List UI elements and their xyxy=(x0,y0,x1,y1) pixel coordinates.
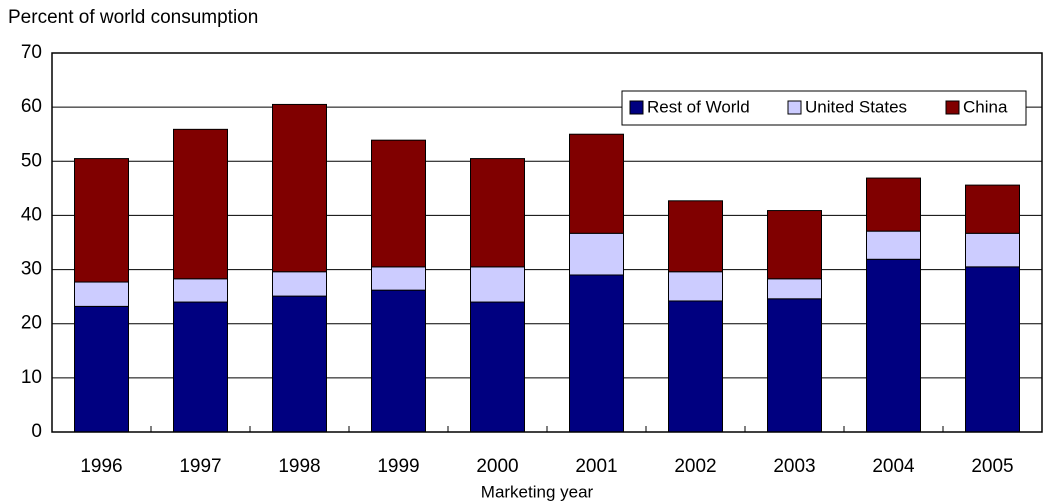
bar-segment xyxy=(272,103,327,273)
chart-title: Percent of world consumption xyxy=(8,7,258,28)
bar-segment xyxy=(371,266,426,291)
bar-segment xyxy=(470,158,525,268)
bar-segment xyxy=(965,266,1020,433)
bar-segment xyxy=(272,271,327,297)
y-tick-label: 0 xyxy=(31,421,42,442)
x-tick-label: 2002 xyxy=(674,456,716,477)
y-tick-label: 10 xyxy=(21,367,42,388)
bar-segment xyxy=(965,232,1020,268)
y-tick-label: 60 xyxy=(21,96,42,117)
bar-segment xyxy=(74,158,129,283)
legend-swatch xyxy=(945,100,960,115)
bar-segment xyxy=(965,184,1020,234)
bar-segment xyxy=(371,289,426,433)
y-tick-label: 50 xyxy=(21,150,42,171)
y-tick-label: 20 xyxy=(21,313,42,334)
x-tick-label: 2005 xyxy=(971,456,1013,477)
bar-segment xyxy=(668,200,723,273)
legend-swatch xyxy=(629,100,644,115)
bar-segment xyxy=(371,139,426,268)
x-tick-label: 1997 xyxy=(179,456,221,477)
bar-segment xyxy=(866,230,921,260)
bar-segment xyxy=(866,258,921,433)
bar-segment xyxy=(767,298,822,433)
bar-segment xyxy=(668,271,723,302)
legend-swatch xyxy=(787,100,802,115)
bar-segment xyxy=(272,295,327,433)
x-tick-label: 2003 xyxy=(773,456,815,477)
bar-segment xyxy=(866,177,921,232)
plot-frame xyxy=(51,52,1043,433)
bar-segment xyxy=(173,278,228,303)
bar-segment xyxy=(569,232,624,276)
bar-segment xyxy=(569,274,624,433)
y-tick-label: 30 xyxy=(21,259,42,280)
x-tick-label: 2004 xyxy=(872,456,915,477)
x-tick-label: 1996 xyxy=(80,456,122,477)
bar-segment xyxy=(767,278,822,300)
x-tick-label: 1999 xyxy=(377,456,419,477)
legend-label: United States xyxy=(805,97,907,116)
y-tick-label: 70 xyxy=(21,42,42,63)
legend-label: Rest of World xyxy=(647,97,750,116)
bar-segment xyxy=(470,266,525,303)
bar-segment xyxy=(173,128,228,280)
legend-label: China xyxy=(963,97,1008,116)
x-tick-label: 1998 xyxy=(278,456,320,477)
bar-segment xyxy=(668,300,723,433)
bar-segment xyxy=(74,305,129,433)
bar-segment xyxy=(470,301,525,433)
bar-segment xyxy=(569,133,624,234)
x-tick-label: 2000 xyxy=(476,456,518,477)
bar-segment xyxy=(767,210,822,280)
x-tick-label: 2001 xyxy=(575,456,617,477)
bar-segment xyxy=(74,281,129,307)
bar-segment xyxy=(173,301,228,433)
y-tick-label: 40 xyxy=(21,204,42,225)
x-axis-label: Marketing year xyxy=(481,482,594,501)
